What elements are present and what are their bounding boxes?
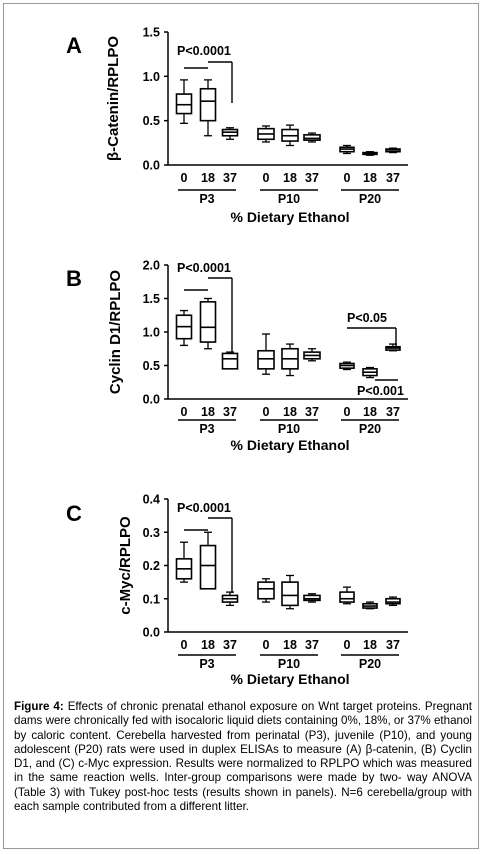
panel-b-p3-18-dose-label: 18 — [201, 405, 215, 419]
panel-b-annotation-2-label: P<0.05 — [347, 311, 387, 325]
panel-c-p10-37-dose-label: 37 — [305, 638, 319, 652]
panel-b-p20-18-dose-label: 18 — [363, 405, 377, 419]
panel-b-p10-37-dose-label: 37 — [305, 405, 319, 419]
caption-text: Effects of chronic prenatal ethanol expo… — [14, 700, 472, 814]
panel-a-x-axis-title: % Dietary Ethanol — [230, 209, 349, 225]
panel-b-p3-group-label: P3 — [199, 422, 214, 436]
panel-b-p3-37-dose-label: 37 — [223, 405, 237, 419]
panel-b-annotation-1-label: P<0.0001 — [177, 261, 231, 275]
panel-b-p20-group-label: P20 — [359, 422, 381, 436]
panel-b-annotation-3-label: P<0.001 — [357, 384, 404, 398]
panel-c-p20-18-dose-label: 18 — [363, 638, 377, 652]
panel-b-y-tick-label: 2.0 — [143, 259, 160, 273]
panel-a-y-tick-label: 0.0 — [143, 159, 160, 173]
panel-c-y-tick-label: 0.0 — [143, 626, 160, 640]
panel-a-p10-18-dose-label: 18 — [283, 171, 297, 185]
panel-c-p10-37-box — [303, 594, 321, 602]
panel-c-y-tick-label: 0.3 — [143, 526, 160, 540]
panel-b-y-tick-label: 0.5 — [143, 359, 160, 373]
panel-a-p3-18-box — [199, 87, 217, 122]
panel-a-annotation-1-label: P<0.0001 — [177, 44, 231, 58]
panel-a-p3-0-dose-label: 0 — [181, 171, 188, 185]
panel-a-y-axis-title: β-Catenin/RPLPO — [105, 36, 122, 161]
panel-a-p20-37-dose-label: 37 — [386, 171, 400, 185]
panel-a-y-tick-label: 1.0 — [143, 70, 160, 84]
panel-a-letter: A — [66, 33, 82, 58]
panel-a-p20-group-label: P20 — [359, 192, 381, 206]
panel-c-y-axis-title: c-Myc/RPLPO — [117, 516, 134, 615]
panel-b-p10-group-label: P10 — [278, 422, 300, 436]
panel-b-p20-0-dose-label: 0 — [344, 405, 351, 419]
panel-c-y-tick-label: 0.2 — [143, 559, 160, 573]
panel-c-annotation-1-label: P<0.0001 — [177, 501, 231, 515]
panel-a-p3-18-dose-label: 18 — [201, 171, 215, 185]
panel-c-y-tick-label: 0.4 — [143, 493, 160, 507]
panel-a-p10-0-dose-label: 0 — [263, 171, 270, 185]
panel-b-p3-18-box — [199, 301, 217, 343]
panel-b-y-tick-label: 0.0 — [143, 393, 160, 407]
figure-frame — [3, 3, 479, 849]
panel-a-p20-18-dose-label: 18 — [363, 171, 377, 185]
figure-caption: Figure 4: Effects of chronic prenatal et… — [14, 700, 472, 814]
panel-a-p10-37-dose-label: 37 — [305, 171, 319, 185]
panel-c-letter: C — [66, 501, 82, 526]
panel-a-p10-37-box — [303, 134, 321, 141]
panel-c-p10-18-dose-label: 18 — [283, 638, 297, 652]
panel-a-p20-0-dose-label: 0 — [344, 171, 351, 185]
panel-a-p10-group-label: P10 — [278, 192, 300, 206]
panel-c-p3-37-dose-label: 37 — [223, 638, 237, 652]
panel-c-p10-18-box — [281, 581, 299, 607]
panel-c-p20-0-dose-label: 0 — [344, 638, 351, 652]
panel-c-p10-0-box — [257, 581, 275, 600]
panel-a-y-tick-label: 0.5 — [143, 114, 160, 128]
panel-c-x-axis-title: % Dietary Ethanol — [230, 671, 349, 687]
panel-b-p3-37-box — [221, 352, 239, 370]
panel-b-p10-0-dose-label: 0 — [263, 405, 270, 419]
panel-c-p10-0-dose-label: 0 — [263, 638, 270, 652]
panel-a-y-tick-label: 1.5 — [143, 26, 160, 40]
panel-c-p3-18-dose-label: 18 — [201, 638, 215, 652]
panel-a-p3-0-box — [175, 93, 193, 115]
panel-b-p3-0-dose-label: 0 — [181, 405, 188, 419]
panel-c-p20-group-label: P20 — [359, 657, 381, 671]
panel-b-letter: B — [66, 266, 82, 291]
panel-c-p20-37-box — [385, 597, 401, 605]
panel-c-p20-37-dose-label: 37 — [386, 638, 400, 652]
panel-b-y-tick-label: 1.0 — [143, 326, 160, 340]
panel-c-y-tick-label: 0.1 — [143, 592, 160, 606]
panel-c-p10-group-label: P10 — [278, 657, 300, 671]
panel-c-p20-0-box — [339, 591, 355, 603]
panel-b-p20-37-dose-label: 37 — [386, 405, 400, 419]
panel-c-p3-group-label: P3 — [199, 657, 214, 671]
panel-b-p10-18-dose-label: 18 — [283, 405, 297, 419]
panel-b-y-tick-label: 1.5 — [143, 292, 160, 306]
panel-b-y-axis-title: Cyclin D1/RPLPO — [107, 270, 124, 395]
panel-b-x-axis-title: % Dietary Ethanol — [230, 437, 349, 453]
panel-b-p10-0-box — [257, 349, 275, 370]
caption-label: Figure 4: — [14, 700, 64, 713]
panel-a-p3-group-label: P3 — [199, 192, 214, 206]
panel-a-p3-37-dose-label: 37 — [223, 171, 237, 185]
panel-c-p3-18-box — [199, 544, 217, 590]
panel-c-p3-0-dose-label: 0 — [181, 638, 188, 652]
